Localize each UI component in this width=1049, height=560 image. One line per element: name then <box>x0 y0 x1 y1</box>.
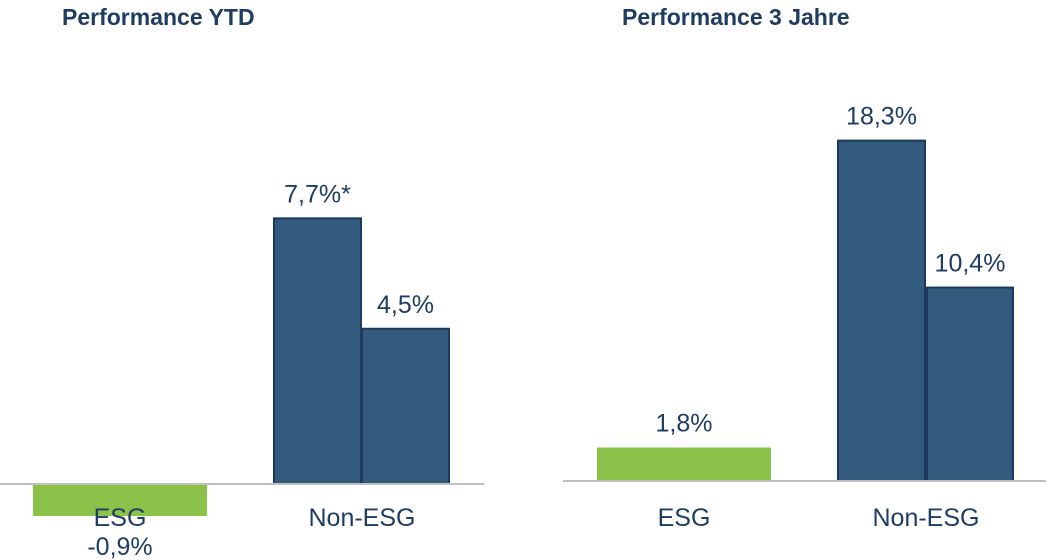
category-label-3-jahre-esg: ESG <box>658 504 711 532</box>
category-label-3-jahre-non-esg: Non-ESG <box>873 504 980 532</box>
chart-title-ytd: Performance YTD <box>62 4 255 30</box>
data-label-ytd-1: 7,7%* <box>284 180 351 208</box>
data-label-3-jahre-1: 18,3% <box>846 103 917 131</box>
bar-3-jahre-non-esg-1 <box>837 139 926 482</box>
category-label-ytd-esg: ESG <box>94 504 147 532</box>
chart-title-3-jahre: Performance 3 Jahre <box>622 4 850 30</box>
bar-ytd-esg-0 <box>33 485 207 517</box>
bar-ytd-non-esg-1 <box>273 217 362 485</box>
data-label-3-jahre-2: 10,4% <box>935 250 1006 278</box>
category-label-ytd-non-esg: Non-ESG <box>309 504 416 532</box>
data-label-3-jahre-0: 1,8% <box>656 410 713 438</box>
data-label-ytd-0: -0,9% <box>87 533 152 560</box>
bar-ytd-non-esg-2 <box>361 327 450 485</box>
bar-3-jahre-esg-0 <box>597 447 771 481</box>
bar-3-jahre-non-esg-2 <box>926 286 1014 482</box>
data-label-ytd-2: 4,5% <box>377 291 434 319</box>
